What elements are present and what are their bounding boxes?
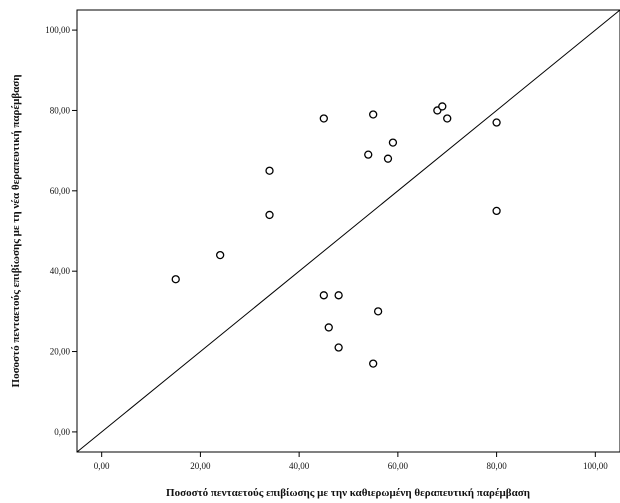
x-tick-label: 0,00 (94, 461, 110, 471)
data-point (324, 323, 333, 332)
data-point (388, 138, 398, 147)
data-point (216, 250, 225, 260)
y-tick-label: 20,00 (50, 347, 71, 357)
y-axis-ticks: 0,00 20,00 40,00 60,00 80,00 100,00 (45, 25, 77, 437)
x-tick-label: 40,00 (289, 461, 310, 471)
data-point (334, 343, 343, 352)
data-point (492, 206, 501, 216)
data-point (265, 166, 274, 175)
x-tick-label: 20,00 (190, 461, 211, 471)
data-point (364, 150, 373, 159)
reference-line (76, 9, 620, 453)
x-tick-label: 80,00 (486, 461, 507, 471)
data-point (383, 154, 393, 163)
data-point (373, 307, 383, 316)
x-axis-label: Ποσοστό πενταετούς επιβίωσης με την καθι… (166, 487, 530, 499)
data-point (334, 291, 343, 300)
y-tick-label: 100,00 (45, 25, 70, 35)
data-points (171, 102, 501, 368)
y-tick-label: 80,00 (50, 105, 71, 115)
data-point (369, 359, 378, 368)
data-point (369, 110, 378, 119)
data-point (438, 102, 447, 111)
y-tick-label: 60,00 (50, 186, 71, 196)
x-tick-label: 100,00 (583, 461, 608, 471)
data-point (492, 118, 501, 127)
data-point (319, 114, 328, 123)
data-point (443, 114, 452, 123)
y-axis-label: Ποσοστό πενταετούς επιβίωσης με τη νέα θ… (10, 75, 22, 388)
x-axis-ticks: 0,00 20,00 40,00 60,00 80,00 100,00 (94, 452, 608, 471)
x-tick-label: 60,00 (388, 461, 409, 471)
data-point (171, 275, 180, 284)
y-tick-label: 40,00 (50, 266, 71, 276)
y-tick-label: 0,00 (54, 427, 70, 437)
data-point (319, 291, 328, 300)
data-point (265, 210, 274, 220)
